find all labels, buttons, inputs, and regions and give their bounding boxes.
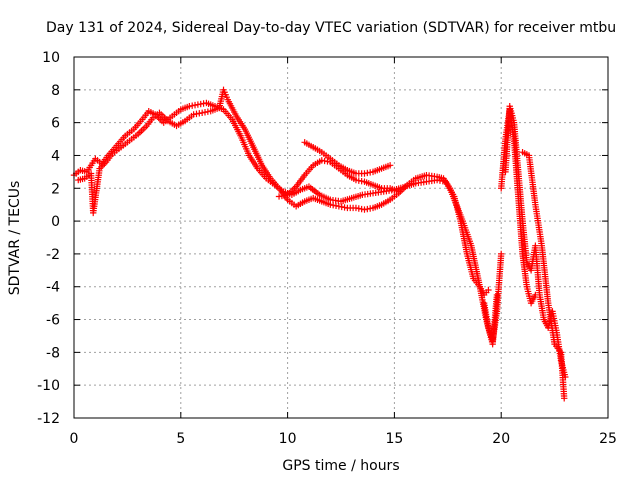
x-tick-label: 25 (599, 431, 617, 447)
y-tick-label: 10 (42, 50, 60, 66)
x-tick-label: 0 (70, 431, 79, 447)
data-points (70, 86, 569, 402)
data-point (395, 188, 402, 195)
y-tick-labels: -12 -10 -8 -6 -4 -2 0 2 4 6 8 10 (37, 50, 60, 427)
y-tick-label: -6 (46, 313, 60, 329)
y-tick-label: 0 (51, 214, 60, 230)
x-tick-labels: 0 5 10 15 20 25 (70, 431, 617, 447)
data-point (485, 286, 492, 294)
data-point (561, 395, 568, 402)
grid-lines (74, 57, 608, 418)
y-axis-label: SDTVAR / TECUs (7, 181, 23, 296)
x-tick-label: 5 (176, 431, 185, 447)
y-tick-label: 2 (51, 181, 60, 197)
y-tick-label: -10 (37, 378, 60, 394)
y-tick-label: 4 (51, 148, 60, 164)
plot-frame (73, 56, 609, 419)
y-tick-label: 8 (51, 83, 60, 99)
data-point (498, 250, 505, 258)
y-tick-label: -2 (46, 247, 60, 263)
x-axis-label: GPS time / hours (282, 458, 399, 474)
chart-title: Day 131 of 2024, Sidereal Day-to-day VTE… (46, 20, 616, 36)
y-tick-label: -8 (46, 345, 60, 361)
data-point (493, 291, 501, 299)
data-point (386, 162, 394, 169)
y-tick-label: -4 (46, 280, 60, 296)
x-tick-label: 10 (279, 431, 297, 447)
y-tick-label: -12 (37, 411, 60, 427)
x-tick-label: 15 (385, 431, 403, 447)
x-tick-label: 20 (492, 431, 510, 447)
y-tick-label: 6 (51, 116, 60, 132)
axis-ticks (73, 56, 609, 419)
